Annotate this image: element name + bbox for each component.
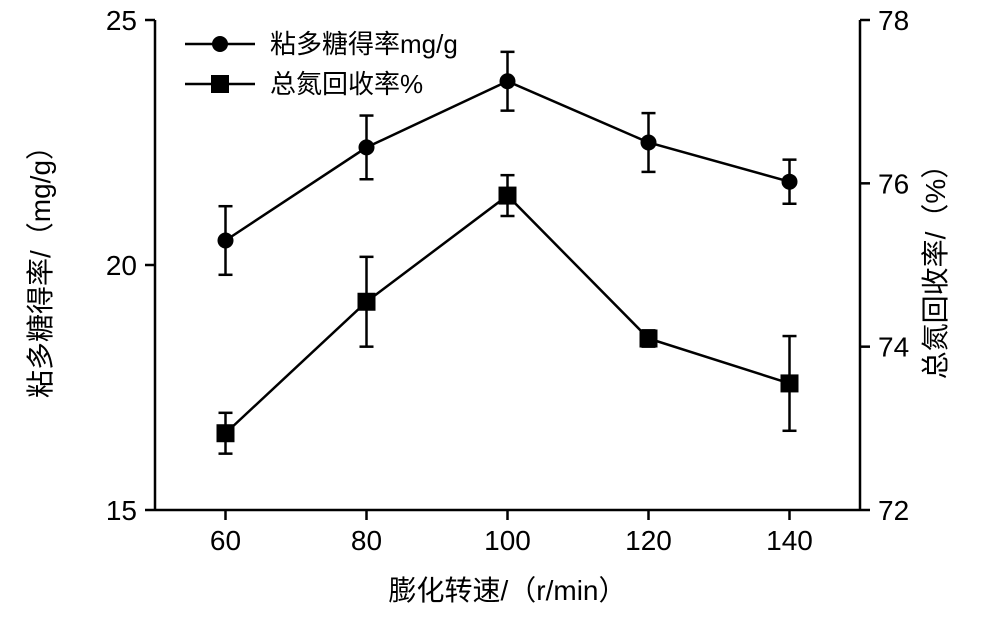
series-line [226, 196, 790, 434]
y-left-tick-label: 20 [106, 250, 137, 281]
data-point [782, 174, 798, 190]
y-right-tick-label: 72 [878, 495, 909, 526]
dual-axis-chart: 60 80 100 120 140 膨化转速/（r/min） 15 20 25 粘多糖得率/（mg… [0, 0, 1000, 625]
data-point [499, 187, 517, 205]
y-right-tick-label: 76 [878, 168, 909, 199]
x-tick-label: 120 [625, 525, 672, 556]
data-point [359, 139, 375, 155]
chart-svg: 60 80 100 120 140 膨化转速/（r/min） 15 20 25 粘多糖得率/（mg… [0, 0, 1000, 625]
x-tick-label: 140 [766, 525, 813, 556]
y-right-axis-label: 总氮回收率/（%） [920, 151, 951, 380]
legend-marker [211, 75, 229, 93]
x-tick-label: 100 [484, 525, 531, 556]
y-left-axis-label: 粘多糖得率/（mg/g） [25, 132, 56, 398]
legend-marker [212, 36, 228, 52]
x-tick-label: 80 [351, 525, 382, 556]
data-point [217, 424, 235, 442]
data-point [358, 293, 376, 311]
x-tick-label: 60 [210, 525, 241, 556]
y-right-tick-label: 78 [878, 5, 909, 36]
data-point [218, 233, 234, 249]
y-left-tick-label: 15 [106, 495, 137, 526]
data-point [640, 330, 658, 348]
x-axis-label: 膨化转速/（r/min） [388, 575, 626, 606]
y-right-tick-label: 74 [878, 332, 909, 363]
data-point [500, 73, 516, 89]
data-point [781, 374, 799, 392]
legend-label: 总氮回收率% [270, 69, 423, 99]
legend-label: 粘多糖得率mg/g [270, 29, 458, 59]
data-point [641, 135, 657, 151]
y-left-tick-label: 25 [106, 5, 137, 36]
